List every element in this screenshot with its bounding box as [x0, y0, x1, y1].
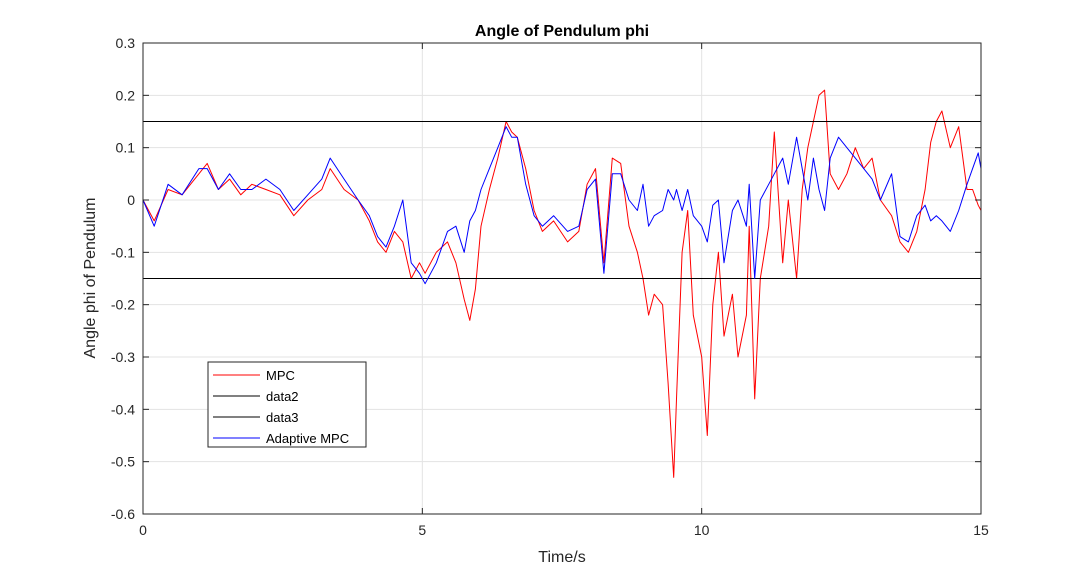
y-tick-label: -0.4	[111, 401, 135, 417]
series-layer	[142, 89, 982, 478]
y-tick-label: -0.5	[111, 454, 135, 470]
legend-label-data3: data3	[266, 410, 299, 425]
y-tick-label: -0.1	[111, 244, 135, 260]
x-tick-label: 15	[973, 522, 989, 538]
legend: MPC data2 data3 Adaptive MPC	[207, 361, 367, 448]
y-tick-label: 0	[127, 192, 135, 208]
y-tick-label: -0.6	[111, 506, 135, 522]
x-tick-label: 5	[418, 522, 426, 538]
y-tick-label: 0.2	[116, 87, 136, 103]
x-tick-label: 0	[139, 522, 147, 538]
x-axis-label: Time/s	[538, 549, 585, 566]
y-tick-label: -0.2	[111, 297, 135, 313]
series-line-adaptive-mpc	[142, 126, 982, 285]
x-tick-label: 10	[694, 522, 710, 538]
axes-box	[142, 42, 982, 515]
legend-label-data2: data2	[266, 389, 299, 404]
y-tick-label: -0.3	[111, 349, 135, 365]
legend-label-mpc: MPC	[266, 368, 295, 383]
y-axis-label: Angle phi of Pendulum	[82, 198, 99, 359]
ticks: 0.30.20.10-0.1-0.2-0.3-0.4-0.5-0.60 5 10 15	[111, 35, 989, 538]
legend-box	[207, 361, 367, 448]
y-tick-label: 0.3	[116, 35, 136, 51]
chart-title: Angle of Pendulum phi	[475, 23, 649, 40]
y-tick-label: 0.1	[116, 140, 136, 156]
legend-label-adaptive-mpc: Adaptive MPC	[266, 431, 349, 446]
